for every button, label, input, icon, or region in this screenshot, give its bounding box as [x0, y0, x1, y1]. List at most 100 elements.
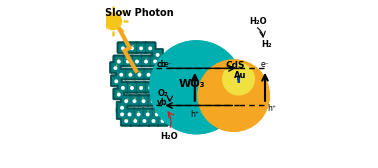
Circle shape — [163, 79, 167, 83]
FancyBboxPatch shape — [152, 48, 164, 60]
Text: e⁻: e⁻ — [261, 60, 269, 69]
FancyBboxPatch shape — [158, 96, 166, 105]
FancyBboxPatch shape — [148, 96, 157, 105]
Circle shape — [153, 59, 157, 64]
FancyBboxPatch shape — [156, 61, 168, 73]
Circle shape — [124, 99, 128, 103]
FancyBboxPatch shape — [137, 83, 146, 92]
Circle shape — [117, 93, 121, 97]
FancyBboxPatch shape — [158, 63, 166, 72]
FancyBboxPatch shape — [138, 95, 150, 107]
Text: cb: cb — [157, 60, 167, 70]
FancyBboxPatch shape — [152, 109, 161, 118]
Circle shape — [133, 119, 137, 123]
Circle shape — [154, 98, 155, 100]
FancyBboxPatch shape — [117, 42, 129, 54]
Text: CdS: CdS — [226, 61, 245, 70]
FancyBboxPatch shape — [126, 42, 138, 54]
FancyBboxPatch shape — [139, 96, 148, 105]
FancyBboxPatch shape — [155, 83, 164, 92]
Circle shape — [121, 46, 125, 50]
FancyBboxPatch shape — [130, 96, 139, 105]
FancyBboxPatch shape — [116, 101, 128, 113]
FancyBboxPatch shape — [128, 43, 136, 52]
Circle shape — [148, 86, 152, 90]
Circle shape — [144, 118, 146, 119]
Circle shape — [222, 62, 255, 96]
Circle shape — [161, 98, 162, 99]
FancyBboxPatch shape — [125, 109, 134, 118]
FancyBboxPatch shape — [133, 108, 144, 120]
FancyBboxPatch shape — [161, 104, 169, 113]
Circle shape — [140, 46, 141, 47]
Text: h⁺: h⁺ — [190, 110, 199, 119]
FancyBboxPatch shape — [143, 68, 155, 80]
FancyBboxPatch shape — [124, 57, 132, 65]
FancyBboxPatch shape — [159, 75, 171, 87]
FancyBboxPatch shape — [135, 70, 144, 78]
Circle shape — [156, 53, 160, 57]
Circle shape — [136, 112, 141, 116]
FancyBboxPatch shape — [124, 68, 136, 80]
FancyBboxPatch shape — [138, 114, 150, 126]
Circle shape — [161, 119, 164, 123]
Circle shape — [135, 117, 136, 118]
Circle shape — [150, 46, 151, 47]
Circle shape — [157, 86, 161, 90]
Circle shape — [149, 40, 243, 134]
Circle shape — [135, 59, 139, 64]
Text: Slow Photon: Slow Photon — [105, 8, 174, 18]
FancyBboxPatch shape — [110, 61, 121, 73]
Circle shape — [120, 105, 121, 106]
Circle shape — [159, 64, 161, 65]
FancyBboxPatch shape — [133, 57, 141, 65]
FancyBboxPatch shape — [140, 55, 152, 67]
Circle shape — [144, 59, 148, 64]
Circle shape — [139, 86, 143, 90]
FancyBboxPatch shape — [111, 63, 120, 72]
Circle shape — [114, 79, 118, 83]
Circle shape — [129, 111, 130, 113]
Circle shape — [127, 59, 128, 61]
Circle shape — [129, 73, 132, 77]
FancyBboxPatch shape — [119, 43, 127, 52]
Circle shape — [160, 99, 164, 103]
Circle shape — [155, 59, 157, 60]
Circle shape — [197, 59, 270, 132]
Circle shape — [197, 59, 270, 132]
FancyBboxPatch shape — [133, 68, 146, 80]
FancyBboxPatch shape — [122, 116, 130, 125]
FancyBboxPatch shape — [156, 95, 168, 107]
Circle shape — [130, 86, 134, 90]
FancyBboxPatch shape — [152, 68, 164, 80]
FancyBboxPatch shape — [160, 88, 172, 100]
Circle shape — [119, 73, 123, 77]
Circle shape — [159, 52, 160, 53]
Text: h⁺: h⁺ — [268, 104, 276, 113]
Circle shape — [127, 112, 132, 116]
Circle shape — [133, 99, 136, 103]
FancyBboxPatch shape — [147, 95, 159, 107]
FancyBboxPatch shape — [126, 81, 138, 93]
FancyBboxPatch shape — [129, 95, 140, 107]
Circle shape — [160, 66, 164, 70]
Circle shape — [143, 119, 146, 123]
FancyBboxPatch shape — [140, 116, 149, 125]
Circle shape — [161, 117, 163, 119]
FancyBboxPatch shape — [131, 116, 139, 125]
Circle shape — [147, 71, 148, 72]
Circle shape — [142, 99, 146, 103]
FancyBboxPatch shape — [147, 114, 160, 126]
FancyBboxPatch shape — [128, 83, 136, 92]
Circle shape — [152, 119, 155, 123]
FancyBboxPatch shape — [126, 70, 135, 78]
FancyBboxPatch shape — [151, 108, 163, 120]
Circle shape — [117, 59, 121, 64]
Circle shape — [151, 99, 155, 103]
FancyBboxPatch shape — [110, 75, 122, 87]
Text: vb: vb — [157, 98, 167, 107]
Circle shape — [138, 73, 141, 77]
Circle shape — [121, 86, 125, 90]
FancyBboxPatch shape — [118, 109, 126, 118]
Circle shape — [165, 106, 166, 107]
